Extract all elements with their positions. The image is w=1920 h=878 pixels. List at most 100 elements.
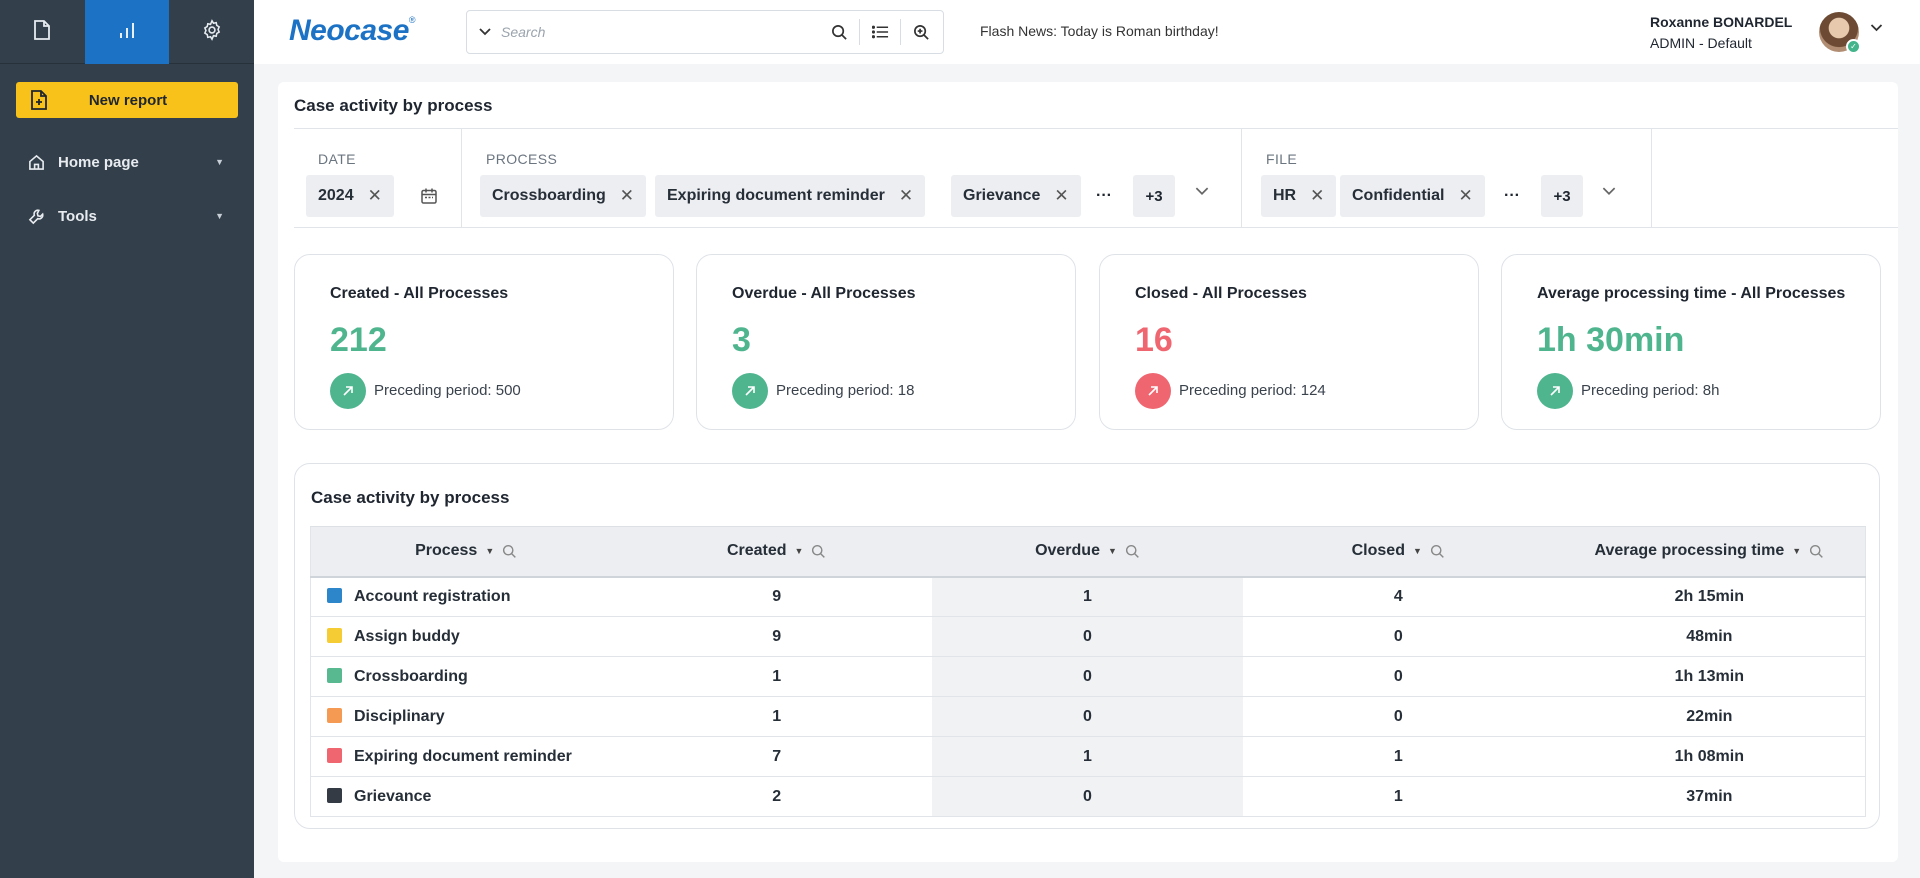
process-name: Assign buddy: [354, 627, 460, 645]
closed-cell: 4: [1242, 576, 1554, 617]
tab-settings[interactable]: [169, 0, 254, 64]
search-icon[interactable]: [1809, 544, 1824, 559]
sort-caret-icon[interactable]: ▼: [1792, 546, 1802, 557]
created-cell: 7: [621, 736, 933, 777]
more-options-button[interactable]: ···: [1096, 187, 1112, 204]
overdue-cell: 0: [932, 696, 1243, 737]
user-name: Roxanne BONARDEL: [1650, 14, 1793, 30]
sort-caret-icon[interactable]: ▼: [1107, 546, 1117, 557]
closed-cell: 1: [1242, 736, 1554, 777]
close-icon[interactable]: ✕: [1458, 186, 1473, 205]
column-header-overdue[interactable]: Overdue ▼: [932, 526, 1243, 578]
user-menu-chevron-icon[interactable]: [1870, 24, 1883, 32]
kpi-card-avg-time: Average processing time - All Processes …: [1501, 254, 1881, 430]
column-header-avg-time[interactable]: Average processing time ▼: [1553, 526, 1866, 578]
divider: [859, 19, 860, 45]
kpi-title: Overdue - All Processes: [732, 285, 916, 302]
extra-chips-button[interactable]: +3: [1541, 175, 1583, 217]
closed-cell: 0: [1242, 696, 1554, 737]
process-cell: Disciplinary: [310, 696, 622, 737]
table-row[interactable]: Grievance 2 0 1 37min: [310, 776, 1866, 817]
color-swatch: [327, 787, 342, 803]
top-header: Neocase® Flash News: Today is Roman birt…: [254, 0, 1920, 64]
kpi-preceding: Preceding period: 8h: [1581, 382, 1720, 399]
column-header-closed[interactable]: Closed ▼: [1242, 526, 1554, 578]
sort-caret-icon[interactable]: ▼: [1412, 546, 1422, 557]
close-icon[interactable]: ✕: [898, 186, 914, 205]
close-icon[interactable]: ✕: [367, 186, 382, 205]
more-options-button[interactable]: ···: [1504, 187, 1520, 204]
search-button[interactable]: [819, 10, 859, 54]
sort-caret-icon[interactable]: ▼: [794, 546, 804, 557]
new-report-button[interactable]: New report: [16, 82, 238, 118]
kpi-value: 1h 30min: [1537, 321, 1685, 359]
column-header-process[interactable]: Process ▼: [310, 526, 622, 578]
sidebar-item-tools[interactable]: Tools ▼: [0, 196, 254, 236]
logo-text: Neocase: [289, 14, 409, 47]
color-swatch: [327, 627, 342, 643]
close-icon[interactable]: ✕: [619, 186, 635, 205]
tab-documents[interactable]: [0, 0, 85, 64]
chip-label: Grievance: [963, 187, 1041, 204]
file-plus-icon: [30, 89, 48, 111]
column-label: Overdue: [1035, 542, 1100, 560]
kpi-title: Closed - All Processes: [1135, 285, 1307, 302]
filter-chip: 2024 ✕: [306, 175, 394, 217]
kpi-value: 3: [732, 321, 751, 359]
close-icon[interactable]: ✕: [1310, 186, 1325, 205]
extra-chips-button[interactable]: +3: [1133, 175, 1175, 217]
table-row[interactable]: Account registration 9 1 4 2h 15min: [310, 576, 1866, 617]
search-icon[interactable]: [1125, 544, 1140, 559]
chevron-down-icon[interactable]: [1195, 187, 1209, 196]
column-header-created[interactable]: Created ▼: [621, 526, 933, 578]
filter-chip: Crossboarding ✕: [480, 175, 647, 217]
avg-time-cell: 37min: [1553, 776, 1866, 817]
table-row[interactable]: Assign buddy 9 0 0 48min: [310, 616, 1866, 657]
search-icon[interactable]: [502, 544, 517, 559]
chevron-down-icon[interactable]: [479, 28, 491, 36]
avatar[interactable]: ✓: [1819, 12, 1861, 54]
chip-label: HR: [1273, 187, 1297, 204]
search-icon[interactable]: [811, 544, 826, 559]
created-cell: 2: [621, 776, 933, 817]
process-name: Grievance: [354, 787, 432, 805]
filter-chip: Expiring document reminder ✕: [655, 175, 926, 217]
divider: [900, 19, 901, 45]
kpi-preceding: Preceding period: 18: [776, 382, 915, 399]
calendar-icon[interactable]: [420, 187, 438, 205]
online-status-icon: ✓: [1846, 39, 1861, 54]
column-label: Process: [415, 542, 478, 560]
list-icon: [871, 25, 888, 39]
activity-table-card: Case activity by process Process ▼ Create…: [294, 463, 1880, 829]
close-icon[interactable]: ✕: [1054, 186, 1069, 205]
advanced-search-button[interactable]: [901, 10, 941, 54]
table-row[interactable]: Disciplinary 1 0 0 22min: [310, 696, 1866, 737]
table-row[interactable]: Crossboarding 1 0 0 1h 13min: [310, 656, 1866, 697]
process-name: Account registration: [354, 587, 511, 605]
process-cell: Assign buddy: [310, 616, 622, 657]
sidebar-item-label: Tools: [58, 207, 97, 225]
tab-reports[interactable]: [84, 0, 170, 64]
neocase-logo[interactable]: Neocase®: [289, 14, 416, 48]
date-filter: DATE 2024 ✕: [294, 129, 462, 227]
sidebar-item-home-page[interactable]: Home page ▼: [0, 142, 254, 182]
search-icon[interactable]: [1430, 544, 1445, 559]
chevron-down-icon[interactable]: [1602, 187, 1616, 196]
table-row[interactable]: Expiring document reminder 7 1 1 1h 08mi…: [310, 736, 1866, 777]
kpi-title: Created - All Processes: [330, 285, 509, 302]
list-view-button[interactable]: [860, 10, 900, 54]
overdue-cell: 0: [932, 656, 1243, 697]
column-label: Closed: [1351, 542, 1405, 560]
sort-caret-icon[interactable]: ▼: [485, 546, 495, 557]
table-title: Case activity by process: [311, 488, 510, 507]
search-input[interactable]: [501, 24, 819, 40]
search-bar: [466, 10, 944, 54]
zoom-in-icon: [913, 24, 929, 40]
process-cell: Crossboarding: [310, 656, 622, 697]
caret-down-icon: ▼: [215, 211, 224, 221]
sidebar-top-tabs: [0, 0, 254, 64]
user-role: ADMIN - Default: [1650, 35, 1752, 51]
kpi-value: 16: [1135, 321, 1173, 359]
avg-time-cell: 2h 15min: [1553, 576, 1866, 617]
user-info[interactable]: Roxanne BONARDEL ADMIN - Default: [1650, 12, 1792, 54]
